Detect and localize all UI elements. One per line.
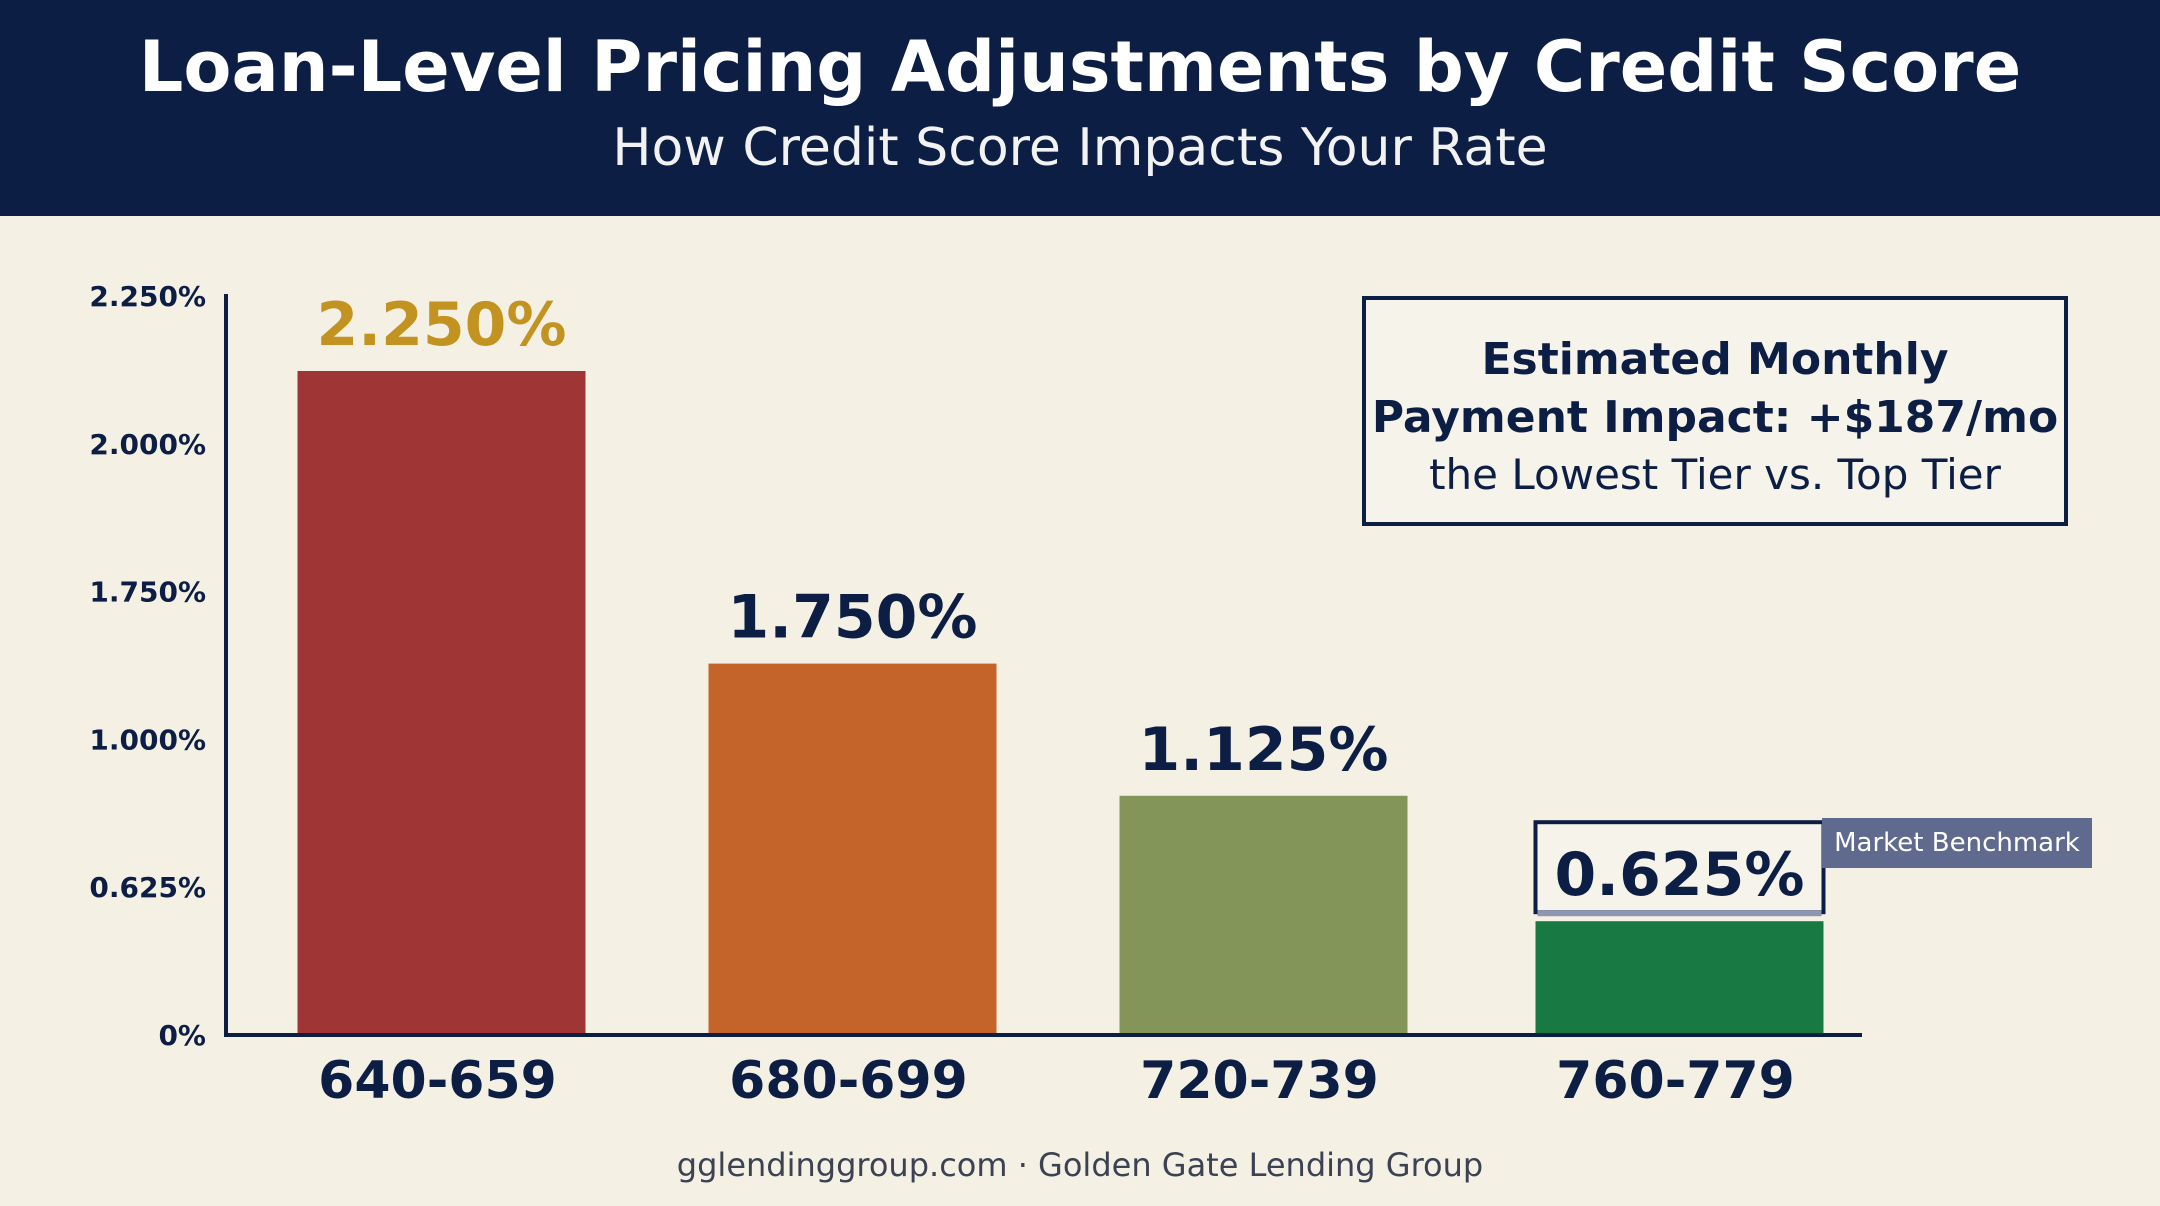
callout-comparison: the Lowest Tier vs. Top Tier [1429,450,2001,499]
chart-subtitle: How Credit Score Impacts Your Rate [612,118,1548,178]
header-banner: Loan-Level Pricing Adjustments by Credit… [0,0,2160,216]
market-benchmark-badge: Market Benchmark [1822,818,2092,868]
data-label-760-779: 0.625% [1555,840,1805,910]
bar-760-779 [1535,921,1824,1035]
payment-impact-callout: Estimated Monthly Payment Impact: +$187/… [1362,296,2068,526]
chart-title: Loan-Level Pricing Adjustments by Credit… [138,26,2022,108]
data-label-680-699: 1.750% [728,583,978,653]
y-tick-label: 1.000% [89,723,206,756]
y-tick-label: 2.000% [89,428,206,461]
y-tick-label: 2.250% [89,280,206,313]
x-tick-760-779: 760-779 [1556,1051,1795,1111]
bar-680-699 [708,663,997,1035]
data-label-640-659: 2.250% [317,290,567,360]
x-tick-720-739: 720-739 [1140,1051,1379,1111]
bar-720-739 [1119,795,1408,1035]
y-tick-label: 1.750% [89,576,206,609]
callout-heading: Estimated Monthly [1481,334,1949,385]
y-tick-label: 0.625% [89,871,206,904]
x-tick-640-659: 640-659 [318,1051,557,1111]
x-tick-680-699: 680-699 [729,1051,968,1111]
footer-credit: gglendinggroup.com · Golden Gate Lending… [676,1146,1484,1184]
callout-impact: Payment Impact: +$187/mo [1371,392,2059,443]
data-label-720-739: 1.125% [1139,715,1389,785]
y-tick-label: 0% [158,1019,206,1052]
highlight-label-underline [1537,910,1822,917]
bar-640-659 [297,371,586,1035]
